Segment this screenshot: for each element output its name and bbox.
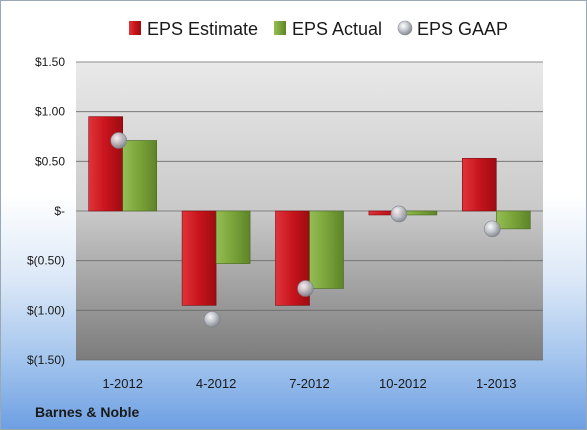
eps-gaap-marker — [390, 205, 408, 223]
y-tick-label: $(1.00) — [27, 303, 65, 317]
y-tick-label: $- — [54, 204, 65, 218]
eps-actual-bar — [309, 210, 344, 289]
y-tick-label: $(0.50) — [27, 254, 65, 268]
eps-gaap-marker — [483, 220, 501, 238]
eps-estimate-bar — [181, 210, 217, 306]
x-tick-label: 4-2012 — [196, 376, 236, 391]
x-tick-label: 10-2012 — [379, 376, 427, 391]
x-tick-label: 1-2012 — [102, 376, 142, 391]
legend-label-actual: EPS Actual — [292, 19, 382, 39]
x-tick-label: 7-2012 — [289, 376, 329, 391]
eps-gaap-marker — [203, 310, 221, 328]
y-tick-label: $0.50 — [35, 154, 65, 168]
legend-swatch-estimate — [129, 21, 141, 35]
eps-actual-bar — [122, 140, 157, 212]
x-axis-labels: 1-2012 4-2012 7-2012 10-2012 1-2013 — [102, 376, 516, 391]
eps-estimate-bar — [88, 116, 123, 212]
y-axis-ticks: $1.50 $1.00 $0.50 $- $(0.50) $(1.00) $(1.50) — [27, 55, 65, 367]
eps-actual-bar — [215, 210, 251, 264]
eps-actual-bar — [402, 210, 438, 216]
legend: EPS Estimate EPS Actual EPS GAAP — [129, 19, 508, 39]
eps-gaap-marker — [110, 132, 127, 149]
eps-gaap-marker — [297, 280, 314, 297]
legend-swatch-gaap — [397, 20, 413, 36]
legend-label-gaap: EPS GAAP — [417, 19, 508, 39]
x-tick-label: 1-2013 — [476, 376, 516, 391]
y-tick-label: $1.00 — [35, 105, 65, 119]
company-name: Barnes & Noble — [35, 404, 139, 420]
eps-actual-bar — [495, 210, 531, 230]
y-tick-label: $(1.50) — [27, 353, 65, 367]
eps-estimate-bar — [461, 158, 497, 212]
gaap-markers — [110, 132, 501, 328]
legend-label-estimate: EPS Estimate — [147, 19, 258, 39]
y-tick-label: $1.50 — [35, 55, 65, 69]
legend-swatch-actual — [274, 21, 286, 35]
